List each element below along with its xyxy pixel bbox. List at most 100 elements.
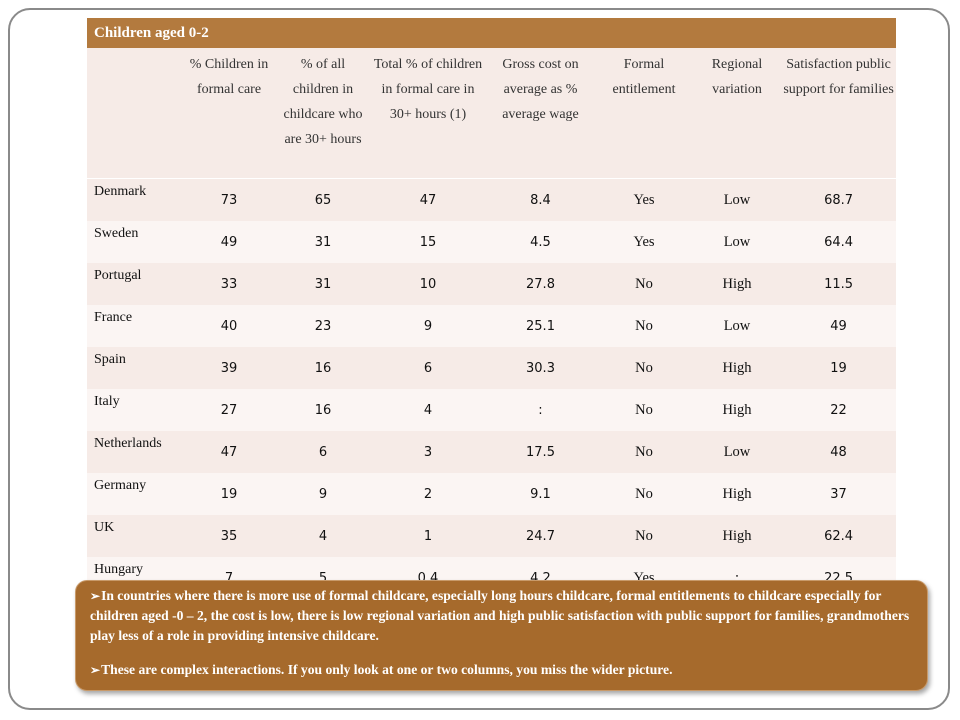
cell-formal-entitlement: Yes xyxy=(595,178,693,221)
cell-formal-entitlement: No xyxy=(595,389,693,431)
cell-formal-entitlement: No xyxy=(595,473,693,515)
cell-pct-30plus-hours: 31 xyxy=(276,263,370,305)
cell-total-pct-30plus: 10 xyxy=(370,263,486,305)
cell-country: Sweden xyxy=(87,221,182,263)
cell-country: Italy xyxy=(87,389,182,431)
column-header: Total % of children in formal care in 30… xyxy=(370,48,486,179)
cell-regional-variation: High xyxy=(693,389,781,431)
cell-total-pct-30plus: 9 xyxy=(370,305,486,347)
column-header: Formal entitlement xyxy=(595,48,693,179)
cell-gross-cost: 4.5 xyxy=(486,221,595,263)
cell-regional-variation: High xyxy=(693,347,781,389)
column-header: % Children in formal care xyxy=(182,48,276,179)
cell-satisfaction: 49 xyxy=(781,305,897,347)
cell-pct-formal-care: 49 xyxy=(182,221,276,263)
table-row: Portugal 33 31 10 27.8 No High 11.5 xyxy=(87,263,897,305)
cell-regional-variation: Low xyxy=(693,221,781,263)
cell-gross-cost: 24.7 xyxy=(486,515,595,557)
cell-regional-variation: High xyxy=(693,473,781,515)
table-row: Spain 39 16 6 30.3 No High 19 xyxy=(87,347,897,389)
table-row: France 40 23 9 25.1 No Low 49 xyxy=(87,305,897,347)
cell-country: Denmark xyxy=(87,178,182,221)
table-row: Germany 19 9 2 9.1 No High 37 xyxy=(87,473,897,515)
column-header: Satisfaction public support for families xyxy=(781,48,897,179)
table-title: Children aged 0-2 xyxy=(87,18,897,48)
cell-pct-30plus-hours: 6 xyxy=(276,431,370,473)
cell-pct-formal-care: 33 xyxy=(182,263,276,305)
cell-total-pct-30plus: 47 xyxy=(370,178,486,221)
cell-pct-formal-care: 27 xyxy=(182,389,276,431)
cell-gross-cost: 9.1 xyxy=(486,473,595,515)
cell-pct-formal-care: 47 xyxy=(182,431,276,473)
table-row: Netherlands 47 6 3 17.5 No Low 48 xyxy=(87,431,897,473)
childcare-table: Children aged 0-2 % Children in formal c… xyxy=(87,18,897,641)
cell-pct-30plus-hours: 65 xyxy=(276,178,370,221)
arrow-bullet-icon: ➢ xyxy=(90,589,101,603)
cell-gross-cost: 8.4 xyxy=(486,178,595,221)
cell-satisfaction: 37 xyxy=(781,473,897,515)
column-header xyxy=(87,48,182,179)
column-header: % of all children in childcare who are 3… xyxy=(276,48,370,179)
cell-country: Netherlands xyxy=(87,431,182,473)
cell-total-pct-30plus: 6 xyxy=(370,347,486,389)
cell-country: France xyxy=(87,305,182,347)
cell-country: Germany xyxy=(87,473,182,515)
cell-pct-30plus-hours: 31 xyxy=(276,221,370,263)
cell-gross-cost: : xyxy=(486,389,595,431)
callout-point: ➢In countries where there is more use of… xyxy=(90,586,913,646)
cell-satisfaction: 48 xyxy=(781,431,897,473)
cell-pct-formal-care: 39 xyxy=(182,347,276,389)
cell-satisfaction: 62.4 xyxy=(781,515,897,557)
cell-pct-30plus-hours: 9 xyxy=(276,473,370,515)
cell-formal-entitlement: No xyxy=(595,515,693,557)
cell-satisfaction: 19 xyxy=(781,347,897,389)
cell-gross-cost: 30.3 xyxy=(486,347,595,389)
cell-country: UK xyxy=(87,515,182,557)
cell-gross-cost: 27.8 xyxy=(486,263,595,305)
cell-gross-cost: 17.5 xyxy=(486,431,595,473)
table-row: Italy 27 16 4: No High 22 xyxy=(87,389,897,431)
table-row: Sweden 49 31 15 4.5 Yes Low 64.4 xyxy=(87,221,897,263)
cell-pct-30plus-hours: 4 xyxy=(276,515,370,557)
cell-satisfaction: 64.4 xyxy=(781,221,897,263)
cell-formal-entitlement: Yes xyxy=(595,221,693,263)
table-row: Denmark 73 65 47 8.4 Yes Low 68.7 xyxy=(87,178,897,221)
cell-satisfaction: 11.5 xyxy=(781,263,897,305)
cell-regional-variation: High xyxy=(693,263,781,305)
cell-regional-variation: Low xyxy=(693,305,781,347)
callout-point: ➢These are complex interactions. If you … xyxy=(90,660,913,680)
cell-pct-30plus-hours: 23 xyxy=(276,305,370,347)
cell-total-pct-30plus: 4 xyxy=(370,389,486,431)
cell-country: Spain xyxy=(87,347,182,389)
cell-pct-formal-care: 35 xyxy=(182,515,276,557)
cell-gross-cost: 25.1 xyxy=(486,305,595,347)
cell-formal-entitlement: No xyxy=(595,431,693,473)
cell-total-pct-30plus: 15 xyxy=(370,221,486,263)
cell-satisfaction: 22 xyxy=(781,389,897,431)
cell-country: Portugal xyxy=(87,263,182,305)
cell-pct-formal-care: 73 xyxy=(182,178,276,221)
table-row: UK 35 4 1 24.7 No High 62.4 xyxy=(87,515,897,557)
summary-callout: ➢In countries where there is more use of… xyxy=(75,580,928,691)
cell-pct-formal-care: 19 xyxy=(182,473,276,515)
cell-pct-formal-care: 40 xyxy=(182,305,276,347)
callout-text: In countries where there is more use of … xyxy=(90,588,910,643)
cell-pct-30plus-hours: 16 xyxy=(276,347,370,389)
arrow-bullet-icon: ➢ xyxy=(90,663,101,677)
cell-formal-entitlement: No xyxy=(595,347,693,389)
column-header: Gross cost on average as % average wage xyxy=(486,48,595,179)
cell-formal-entitlement: No xyxy=(595,263,693,305)
column-header: Regional variation xyxy=(693,48,781,179)
table-body: Denmark 73 65 47 8.4 Yes Low 68.7 Sweden 49 31 15 4.… xyxy=(87,178,897,641)
childcare-table-container: Children aged 0-2 % Children in formal c… xyxy=(87,18,897,641)
cell-regional-variation: Low xyxy=(693,431,781,473)
table-title-row: Children aged 0-2 xyxy=(87,18,897,48)
cell-pct-30plus-hours: 16 xyxy=(276,389,370,431)
cell-total-pct-30plus: 1 xyxy=(370,515,486,557)
cell-regional-variation: High xyxy=(693,515,781,557)
cell-total-pct-30plus: 2 xyxy=(370,473,486,515)
cell-formal-entitlement: No xyxy=(595,305,693,347)
cell-regional-variation: Low xyxy=(693,178,781,221)
cell-total-pct-30plus: 3 xyxy=(370,431,486,473)
callout-text: These are complex interactions. If you o… xyxy=(101,662,673,677)
